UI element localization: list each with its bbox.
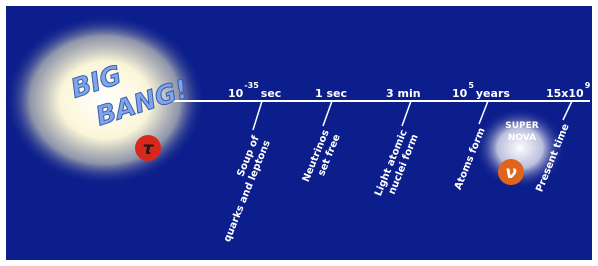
time-exponent: -35 <box>244 81 259 90</box>
nu-symbol: ν <box>505 163 517 183</box>
time-label: 3 min <box>386 87 421 100</box>
supernova-line: SUPER <box>505 121 539 131</box>
time-unit: years <box>476 87 510 100</box>
diagram: BIG BANG! τ SUPER NOVA ν 10-35sec1 sec3 … <box>0 0 598 266</box>
time-unit: sec <box>261 87 282 100</box>
supernova-line: NOVA <box>508 133 536 143</box>
tau-symbol: τ <box>143 139 155 159</box>
time-exponent: 9 <box>585 81 591 90</box>
time-label: 15x10 <box>546 87 584 100</box>
time-label: 10 <box>452 87 468 100</box>
time-exponent: 5 <box>468 81 474 90</box>
time-label: 1 sec <box>315 87 347 100</box>
time-label: 10 <box>228 87 244 100</box>
